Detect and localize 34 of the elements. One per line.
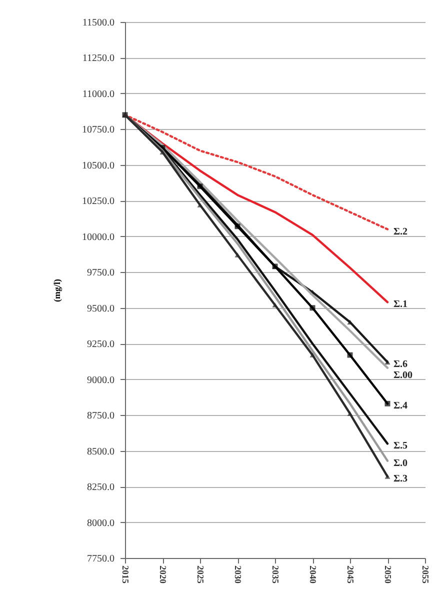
y-tick-label: 11250.0 xyxy=(82,53,114,64)
series-label: Σ.6 xyxy=(394,359,408,370)
y-tick-label: 11500.0 xyxy=(82,18,114,28)
y-tick-label: 10250.0 xyxy=(82,196,114,208)
x-tick-label: 2055 xyxy=(420,566,430,584)
y-tick-label: 8000.0 xyxy=(87,518,114,529)
series-label: Σ.4 xyxy=(394,400,408,412)
y-tick-label: 8750.0 xyxy=(87,410,114,422)
y-tick-label: 8500.0 xyxy=(87,446,114,458)
x-tick-label: 2030 xyxy=(233,566,243,584)
y-axis-title: (mg/l) xyxy=(52,279,62,302)
series-label: Σ.5 xyxy=(394,440,408,452)
x-tick-label: 2020 xyxy=(158,566,168,584)
x-tick-label: 2025 xyxy=(196,566,206,584)
x-tick-label: 2040 xyxy=(308,566,318,584)
series-label: Σ.1 xyxy=(394,299,408,310)
series-label: Σ.0 xyxy=(394,458,408,469)
x-tick-label: 2015 xyxy=(120,566,130,584)
series-label: Σ.2 xyxy=(394,226,408,238)
series-label: Σ.00 xyxy=(394,370,413,382)
x-tick-label: 2035 xyxy=(270,566,280,584)
x-tick-label: 2045 xyxy=(346,566,356,584)
y-tick-label: 11000.0 xyxy=(82,88,114,100)
y-tick-label: 10000.0 xyxy=(82,232,114,243)
y-tick-label: 9000.0 xyxy=(87,374,114,386)
y-tick-label: 7750.0 xyxy=(87,554,114,564)
y-tick-label: 8250.0 xyxy=(87,482,114,494)
y-tick-label: 9250.0 xyxy=(87,339,114,350)
y-tick-label: 9500.0 xyxy=(87,303,114,314)
x-tick-label: 2050 xyxy=(383,566,393,584)
y-tick-label: 10500.0 xyxy=(82,160,114,172)
y-tick-label: 10750.0 xyxy=(82,124,114,136)
y-tick-label: 9750.0 xyxy=(87,268,114,279)
series-label: Σ.3 xyxy=(394,474,408,485)
